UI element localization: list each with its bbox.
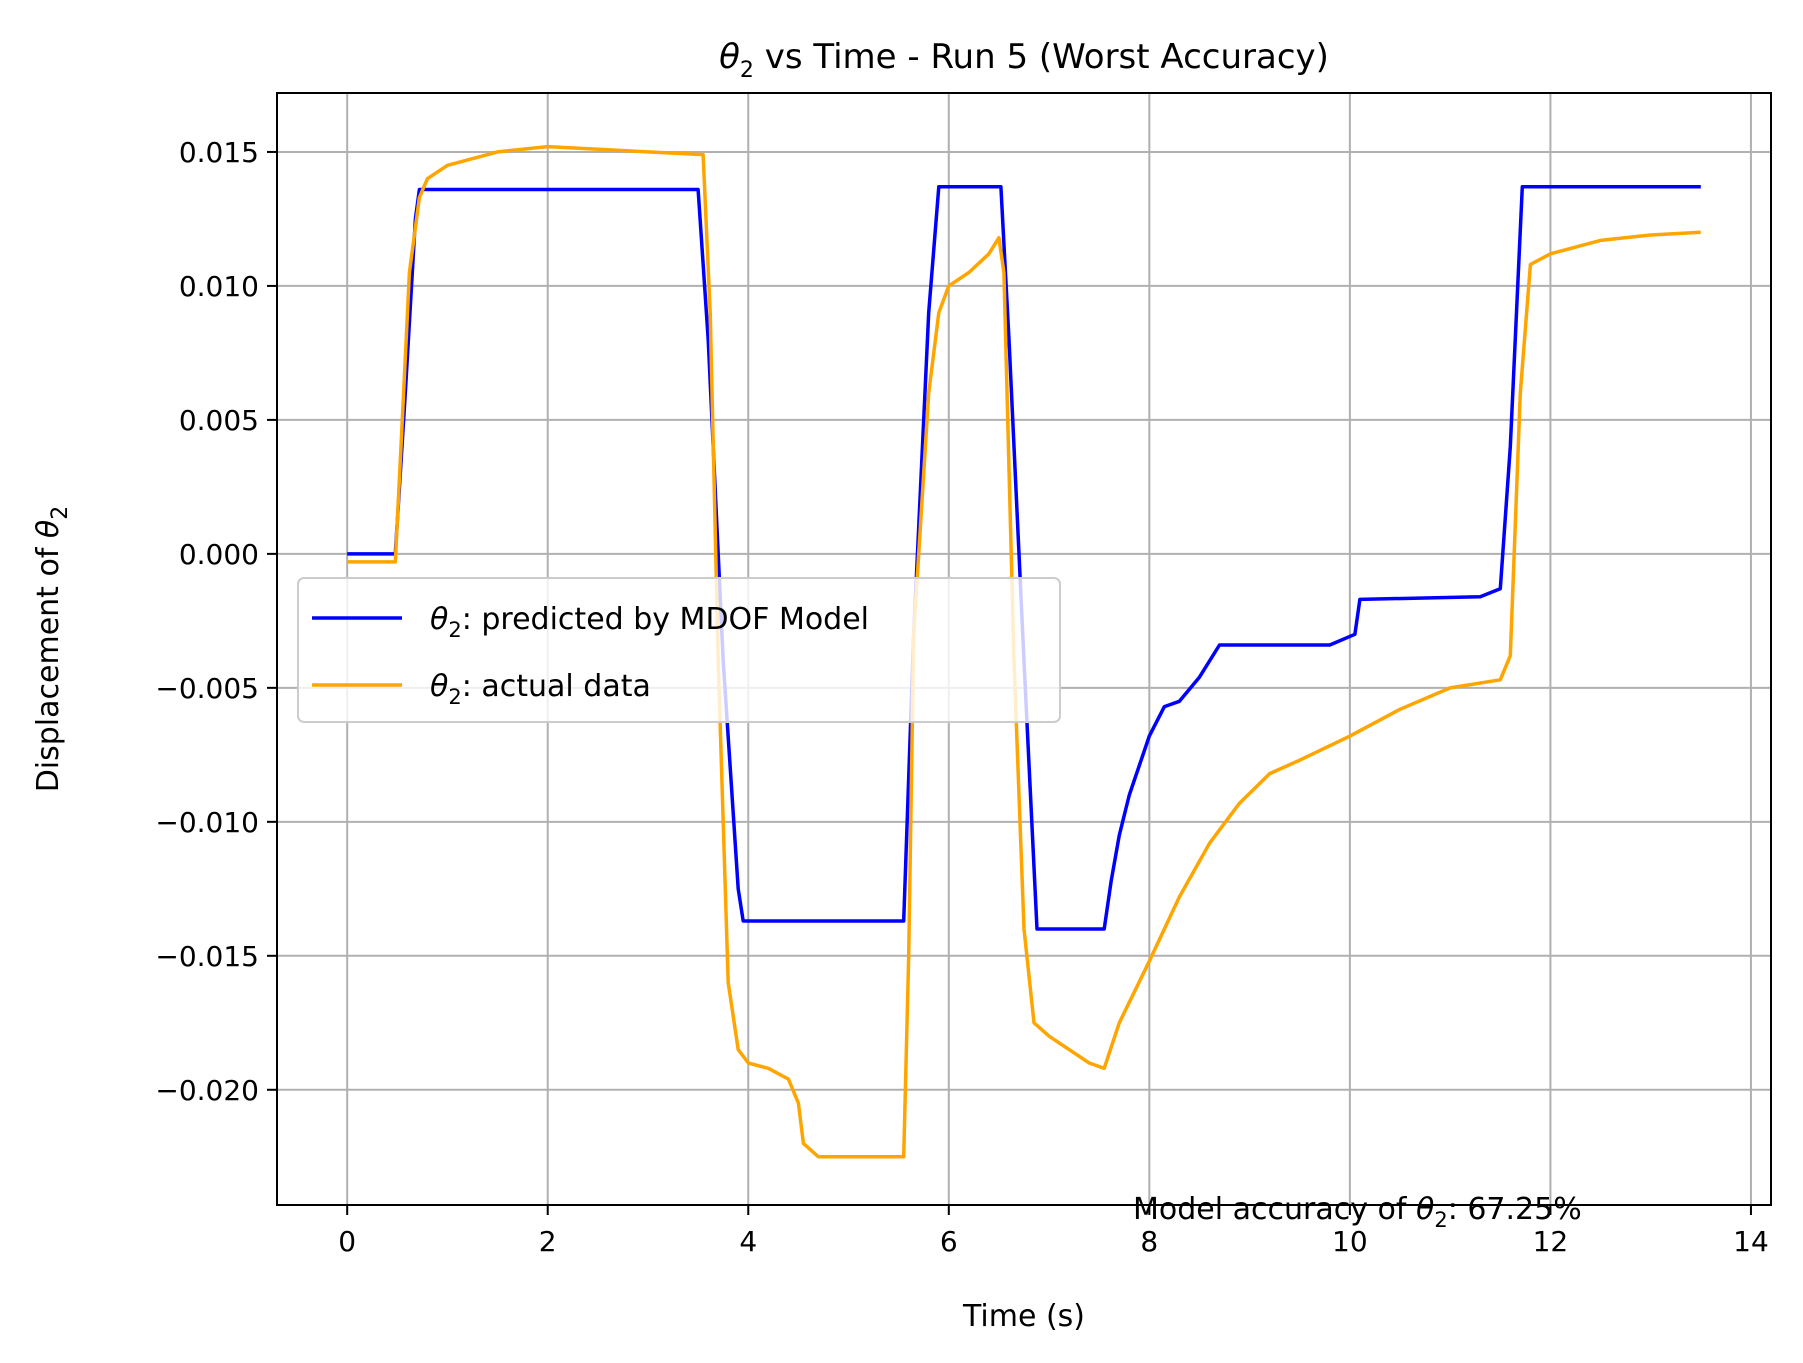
y-tick-label: −0.015 — [155, 940, 259, 973]
x-axis-label: Time (s) — [962, 1299, 1085, 1334]
legend-label-predicted: θ2: predicted by MDOF Model — [430, 602, 869, 642]
ticks — [267, 150, 1752, 1215]
y-tick-label: 0.000 — [179, 538, 259, 571]
series-layer — [347, 144, 1701, 1159]
accuracy-annotation: Model accuracy of θ2: 67.25% — [1133, 1192, 1582, 1232]
x-tick-label: 14 — [1733, 1225, 1769, 1258]
legend: θ2: predicted by MDOF Model θ2: actual d… — [297, 577, 1061, 723]
tick-labels: 0 2 4 6 8 10 12 14 0.015 0.010 0.005 0.000 −0.005 −0.… — [155, 136, 1768, 1258]
y-tick-label: 0.015 — [179, 136, 259, 169]
chart-title: θ2 vs Time - Run 5 (Worst Accuracy) — [719, 37, 1329, 83]
x-tick-label: 12 — [1533, 1225, 1569, 1258]
plot-frame — [276, 92, 1772, 1206]
x-tick-label: 4 — [739, 1225, 757, 1258]
y-tick-label: 0.005 — [179, 404, 259, 437]
actual-series-line — [347, 144, 1701, 1159]
y-tick-label: −0.020 — [155, 1074, 259, 1107]
predicted-series-line — [347, 185, 1701, 931]
x-tick-label: 2 — [539, 1225, 557, 1258]
y-tick-label: 0.010 — [179, 270, 259, 303]
y-tick-label: −0.005 — [155, 672, 259, 705]
grid — [277, 93, 1771, 1205]
x-tick-label: 6 — [940, 1225, 958, 1258]
legend-label-actual: θ2: actual data — [430, 669, 651, 709]
x-tick-label: 0 — [338, 1225, 356, 1258]
x-tick-label: 10 — [1332, 1225, 1368, 1258]
x-tick-label: 8 — [1140, 1225, 1158, 1258]
legend-box — [297, 577, 1061, 723]
y-tick-label: −0.010 — [155, 806, 259, 839]
